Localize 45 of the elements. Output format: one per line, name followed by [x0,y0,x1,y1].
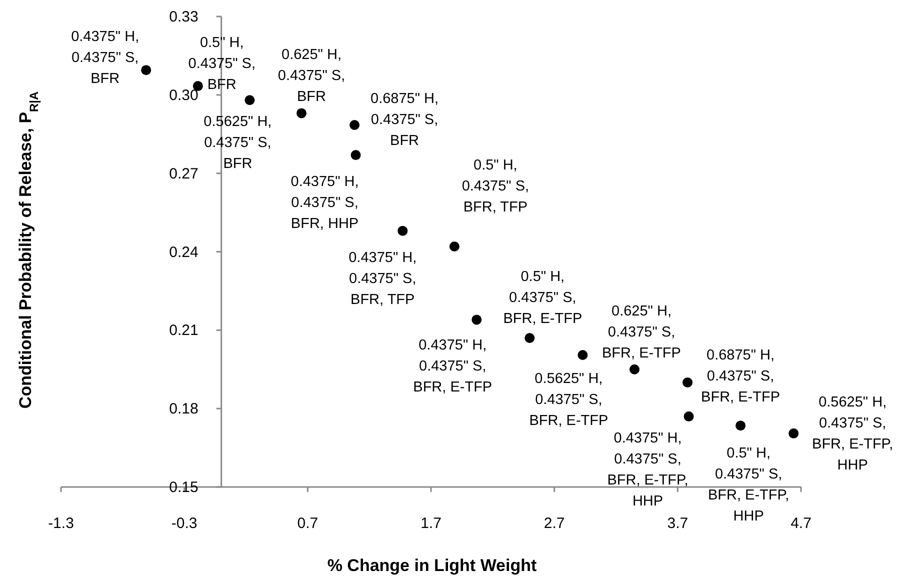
annotation: 0.6875" H, 0.4375" S, BFR [370,90,439,149]
point [788,428,799,438]
annotation: 0.4375" H, 0.4375" S, BFR, E-TFP [413,338,492,396]
annotation: 0.5" H, 0.4375" S, BFR, E-TFP [503,269,582,328]
point [472,314,482,325]
point [296,108,306,118]
annotation: 0.5" H, 0.4375" S, BFR, TFP [462,158,530,216]
point [736,420,746,431]
point [350,120,360,130]
x-tick-label: 4.7 [790,515,812,532]
annotation: 0.5625" H, 0.4375" S, BFR, E-TFP, HHP [812,394,894,474]
annotation: 0.625" H, 0.4375" S, BFR [278,47,346,106]
y-tick-label: 0.18 [169,400,198,418]
annotation: 0.4375" H, 0.4375" S, BFR, HHP [290,174,359,232]
point [192,81,203,92]
annotation: 0.5625" H, 0.4375" S, BFR, E-TFP [529,371,608,429]
annotation: 0.4375" H, 0.4375" S, BFR [71,29,140,88]
x-tick-label: 2.7 [544,515,565,532]
y-tick-label: 0.21 [169,322,198,340]
annotation: 0.4375" H, 0.4375" S, BFR, TFP [348,250,417,308]
point [244,95,255,106]
point [449,242,460,252]
x-tick-label: 0.7 [297,515,318,532]
point [524,333,535,344]
x-axis-title: % Change in Light Weight [327,556,538,575]
point [141,65,152,76]
point [350,150,361,160]
point [630,364,640,374]
y-tick-label: 0.33 [169,8,198,26]
x-tick-label: -0.3 [171,515,198,532]
annotation: 0.625" H, 0.4375" S, BFR, E-TFP [602,303,681,362]
x-tick-label: 1.7 [420,515,442,532]
point [682,377,693,388]
annotation: 0.5" H, 0.4375" S, BFR, E-TFP, HHP [708,446,790,525]
annotation: 0.4375" H, 0.4375" S, BFR, E-TFP, HHP [607,430,688,510]
x-tick-label: -1.3 [48,515,74,532]
x-tick-label: 3.7 [667,515,688,532]
point [684,411,694,422]
point [398,226,408,236]
annotation: 0.6875" H, 0.4375" S, BFR, E-TFP [701,347,780,406]
y-tick-label: 0.15 [169,479,198,496]
point [578,350,588,360]
y-tick-label: 0.24 [169,244,198,261]
y-tick-label: 0.27 [169,165,198,182]
annotation: 0.5625" H, 0.4375" S, BFR [204,114,272,172]
